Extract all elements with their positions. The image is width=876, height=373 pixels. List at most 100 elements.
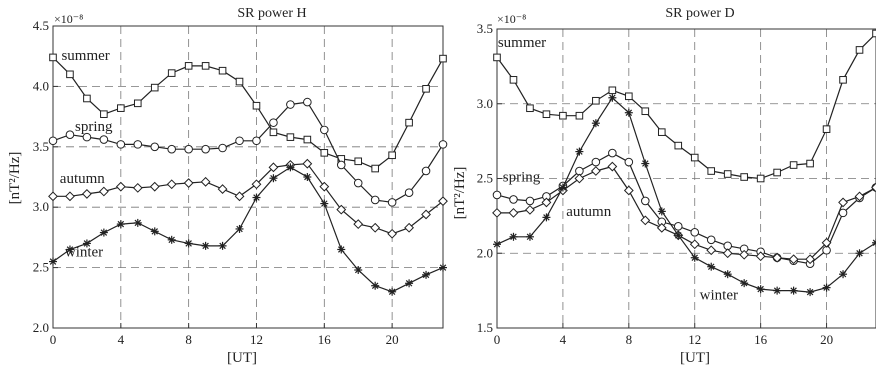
diamond-marker (706, 245, 717, 256)
square-marker (286, 133, 295, 141)
diamond-marker (183, 178, 194, 188)
circle-marker (99, 135, 109, 144)
star-stroke (724, 270, 731, 278)
star-stroke (642, 160, 649, 167)
star-marker (773, 286, 782, 295)
square-marker (839, 76, 847, 84)
star-stroke (388, 288, 396, 296)
y-axis-label: [nT²/Hz] (452, 167, 468, 220)
diamond-marker (722, 248, 733, 259)
star-stroke (526, 233, 534, 241)
square-marker (707, 167, 716, 175)
x-tick-label: 4 (118, 332, 125, 347)
star-stroke (790, 287, 797, 294)
diamond-marker (302, 158, 313, 169)
x-axis-label: [UT] (227, 350, 257, 366)
circle-marker (525, 196, 535, 206)
series-winter: winter (493, 93, 876, 304)
star-marker (184, 239, 193, 248)
series-line (496, 33, 876, 180)
circle-marker (201, 144, 210, 154)
square-marker (674, 141, 683, 150)
square-marker (117, 104, 125, 112)
square-marker (439, 54, 447, 63)
star-stroke (168, 236, 175, 244)
series-summer: summer (49, 48, 447, 173)
diamond-marker (438, 196, 448, 207)
square-marker (405, 118, 413, 127)
diamond-marker (541, 197, 552, 208)
star-marker (218, 241, 227, 250)
x-tick-label: 16 (318, 332, 332, 347)
star-marker (690, 253, 699, 262)
star-stroke (707, 263, 715, 270)
star-marker (422, 270, 431, 279)
star-marker (756, 285, 765, 294)
circle-marker (591, 157, 601, 167)
star-stroke (872, 239, 876, 244)
diamond-marker (739, 249, 750, 260)
star-marker (624, 108, 633, 117)
x-tick-label: 12 (688, 332, 701, 347)
series-line (52, 166, 444, 293)
star-marker (707, 262, 716, 271)
circle-marker (150, 142, 160, 152)
star-stroke (134, 219, 142, 227)
circle-marker (235, 136, 244, 146)
square-marker (822, 125, 831, 133)
series-line (496, 96, 876, 293)
star-marker (806, 288, 815, 297)
y-multiplier: ×10⁻⁸ (497, 12, 526, 26)
circle-marker (370, 195, 380, 205)
square-marker (133, 99, 142, 108)
square-marker (371, 164, 379, 173)
circle-marker (336, 160, 346, 170)
series-winter: winter (49, 163, 447, 296)
y-tick-label: 3.0 (477, 96, 493, 111)
circle-marker (286, 100, 295, 109)
circle-marker (353, 178, 363, 188)
star-stroke (287, 164, 294, 171)
square-marker (575, 111, 584, 120)
x-tick-label: 8 (626, 332, 633, 347)
star-marker (82, 239, 91, 248)
square-marker (756, 174, 765, 183)
diamond-marker (132, 182, 143, 193)
star-marker (657, 207, 666, 216)
diamond-marker (871, 182, 876, 193)
star-stroke (576, 148, 583, 155)
x-axis-label: [UT] (680, 350, 710, 366)
star-stroke (236, 225, 243, 233)
star-marker (575, 147, 584, 156)
y-axis-label: [nT²/Hz] (7, 152, 23, 205)
star-marker (65, 245, 74, 254)
square-marker (167, 69, 176, 77)
series-autumn: autumn (492, 161, 876, 265)
square-marker (49, 53, 57, 62)
star-stroke (757, 285, 764, 293)
diamond-marker (166, 179, 177, 190)
circle-marker (421, 166, 431, 176)
star-marker (150, 227, 159, 236)
x-tick-label: 8 (185, 332, 192, 347)
square-marker (542, 110, 551, 119)
square-marker (235, 77, 244, 86)
square-marker (855, 46, 864, 54)
star-marker (855, 249, 864, 258)
square-marker (388, 151, 396, 160)
diamond-marker (821, 237, 832, 248)
diamond-marker (772, 252, 783, 263)
circle-marker (48, 136, 58, 146)
circle-marker (133, 140, 143, 149)
star-marker (133, 218, 142, 227)
star-marker (872, 238, 876, 247)
star-marker (509, 232, 518, 241)
diamond-marker (370, 222, 381, 233)
diamond-marker (234, 191, 245, 202)
circle-marker (303, 97, 312, 107)
star-marker (167, 235, 176, 244)
circle-marker (690, 228, 700, 237)
star-stroke (691, 254, 698, 261)
star-marker (235, 224, 244, 233)
circle-marker (624, 157, 634, 167)
